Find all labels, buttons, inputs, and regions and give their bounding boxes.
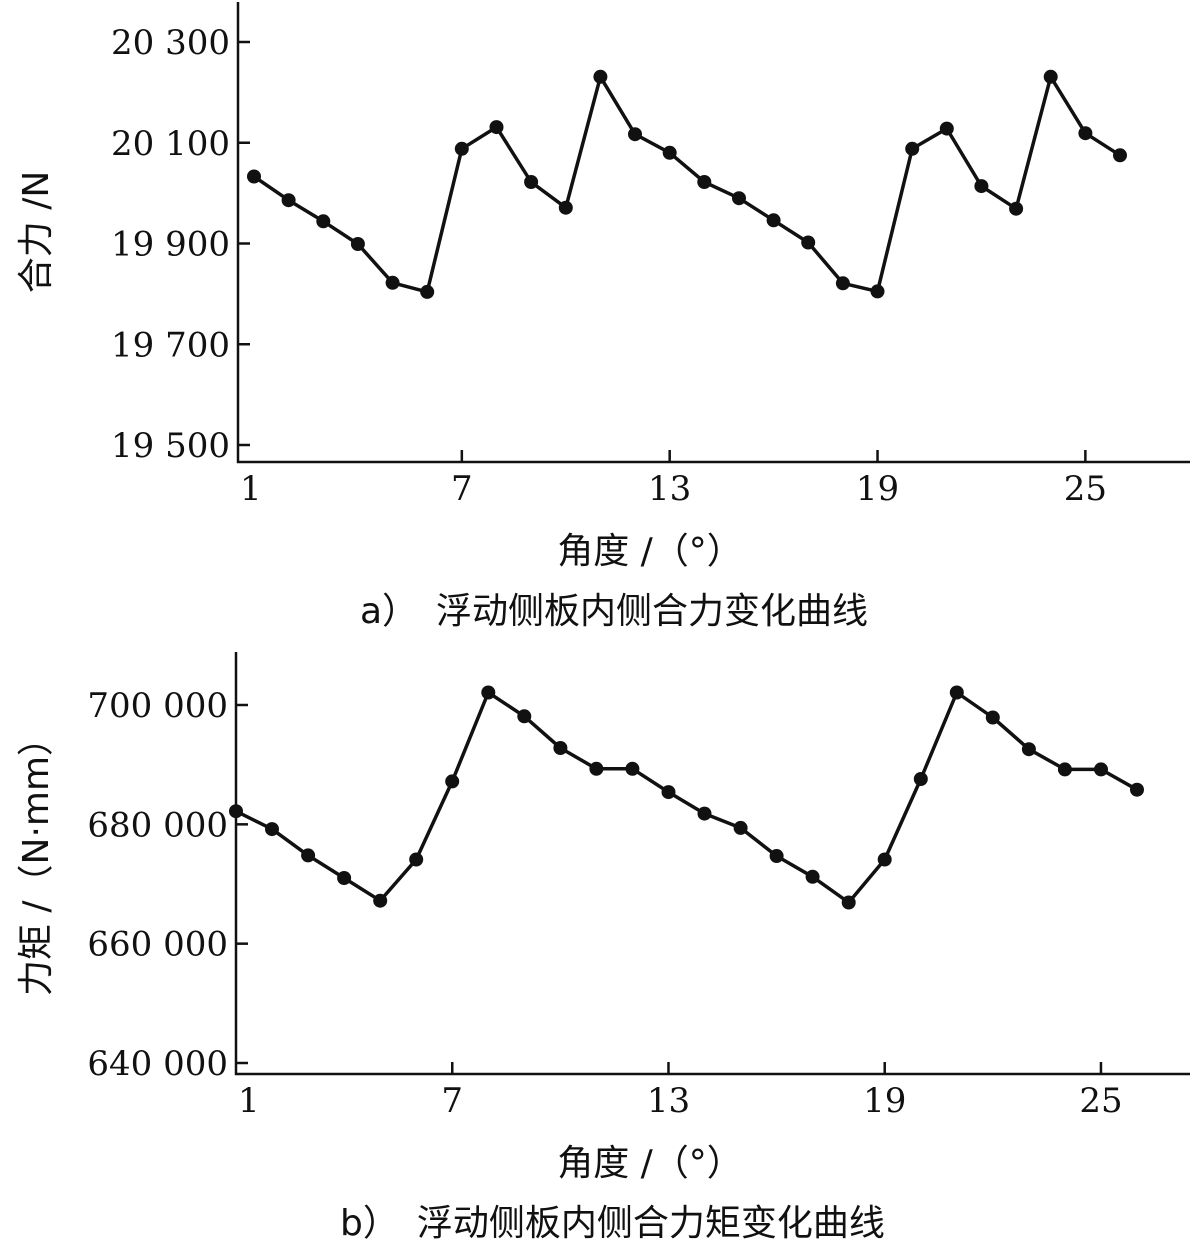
x-tick-label: 25: [1079, 1081, 1122, 1121]
data-point: [350, 237, 365, 251]
data-point: [662, 145, 677, 160]
data-point: [985, 710, 1000, 725]
data-point: [553, 741, 568, 755]
data-point: [1043, 69, 1058, 84]
panel-b-ylabel: 力矩 /（N·mm）: [16, 720, 57, 996]
data-point: [625, 761, 640, 776]
data-point: [870, 284, 885, 299]
data-point: [420, 284, 435, 299]
data-point: [1021, 742, 1036, 757]
data-point: [628, 127, 642, 142]
data-point: [454, 141, 469, 156]
panel-a-ylabel: 合力 /N: [16, 171, 57, 294]
data-point: [1078, 126, 1093, 141]
panel-b-x-ticks: 1 7 13 19 25: [238, 1062, 1123, 1121]
data-point: [769, 849, 784, 863]
data-point: [265, 822, 279, 837]
data-point: [589, 761, 604, 776]
panel-b-caption: b） 浮动侧板内侧合力矩变化曲线: [340, 1203, 885, 1244]
data-point: [766, 213, 781, 228]
data-point: [733, 820, 748, 835]
data-point: [409, 852, 424, 867]
panel-b-y-ticks: 640 000 660 000 680 000 700 000: [87, 686, 248, 1084]
data-point: [949, 685, 964, 700]
data-point: [913, 772, 928, 786]
x-tick-label: 13: [647, 1081, 690, 1121]
x-tick-label: 13: [648, 469, 691, 509]
panel-a-data-points: [247, 69, 1127, 299]
data-point: [801, 235, 816, 250]
y-tick-label: 640 000: [87, 1044, 228, 1084]
data-point: [385, 275, 400, 290]
data-point: [489, 120, 504, 135]
x-tick-label: 1: [238, 1081, 260, 1121]
panel-a-xlabel: 角度 /（°）: [557, 531, 743, 572]
panel-a-series-line: [253, 75, 1121, 294]
data-point: [524, 175, 539, 189]
data-point: [301, 848, 316, 863]
data-point: [974, 179, 989, 194]
data-point: [732, 191, 746, 206]
data-point: [697, 175, 712, 189]
data-point: [1094, 762, 1108, 777]
x-tick-label: 7: [451, 469, 473, 509]
panel-a-caption: a） 浮动侧板内侧合力变化曲线: [360, 591, 868, 632]
data-point: [229, 804, 243, 819]
data-point: [1009, 201, 1024, 216]
x-tick-label: 25: [1064, 469, 1107, 509]
y-tick-label: 19 500: [111, 426, 230, 466]
data-point: [593, 69, 608, 84]
panel-b-data-points: [229, 685, 1144, 910]
x-tick-label: 19: [856, 469, 899, 509]
y-tick-label: 20 100: [111, 124, 230, 164]
data-point: [1130, 782, 1144, 797]
x-tick-label: 7: [441, 1081, 463, 1121]
data-point: [316, 214, 331, 229]
data-point: [877, 852, 892, 867]
data-point: [558, 200, 573, 215]
x-tick-label: 19: [863, 1081, 906, 1121]
y-tick-label: 680 000: [87, 805, 228, 845]
data-point: [247, 169, 261, 184]
data-point: [373, 893, 388, 908]
data-point: [697, 806, 712, 821]
data-point: [281, 193, 296, 208]
data-point: [939, 121, 954, 136]
data-point: [835, 276, 850, 291]
panel-a-x-ticks: 1 7 13 19 25: [240, 450, 1107, 509]
data-point: [661, 785, 676, 800]
data-point: [445, 774, 460, 789]
data-point: [517, 709, 532, 724]
y-tick-label: 660 000: [87, 925, 228, 965]
panel-b-axes: [234, 652, 1190, 1076]
panel-a-axes: [236, 2, 1190, 464]
data-point: [841, 895, 856, 910]
y-tick-label: 19 700: [111, 325, 230, 365]
y-tick-label: 700 000: [87, 686, 228, 726]
panel-b-xlabel: 角度 /（°）: [557, 1143, 743, 1184]
data-point: [481, 685, 496, 700]
y-tick-label: 19 900: [111, 225, 230, 265]
x-tick-label: 1: [240, 469, 262, 509]
panel-a-y-ticks: 19 500 19 700 19 900 20 100 20 300: [111, 23, 250, 466]
data-point: [337, 871, 352, 885]
panel-b-series-line: [235, 690, 1138, 905]
data-point: [1057, 762, 1072, 777]
panel-b: 640 000 660 000 680 000 700 000 1 7 13 19 25 力矩…: [16, 652, 1190, 1244]
data-point: [805, 869, 820, 884]
y-tick-label: 20 300: [111, 23, 230, 63]
data-point: [1113, 148, 1127, 163]
data-point: [905, 141, 920, 156]
